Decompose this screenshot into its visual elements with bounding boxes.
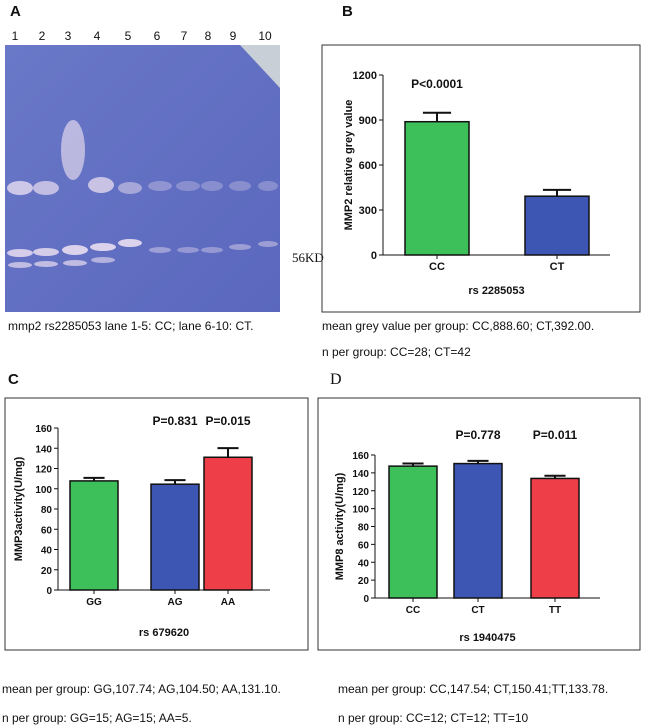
y-tick-label: 40 <box>41 546 53 557</box>
x-tick-label: GG <box>86 597 102 608</box>
y-tick-label: 80 <box>41 505 53 516</box>
lane-label: 1 <box>12 29 19 43</box>
x-axis-label: rs 679620 <box>139 627 189 639</box>
gel-corner <box>240 45 280 88</box>
p-value: P=0.778 <box>455 428 500 442</box>
panel-label: B <box>342 3 353 20</box>
bands <box>7 120 278 268</box>
lane-label: 3 <box>65 29 72 43</box>
y-axis-label: MMP2 relative grey value <box>343 100 355 231</box>
y-tick-label: 300 <box>359 205 377 217</box>
bar <box>69 480 119 591</box>
panel-frame <box>317 397 641 651</box>
bar <box>404 120 470 256</box>
y-tick-label: 60 <box>41 525 53 536</box>
y-tick-label: 60 <box>358 540 370 551</box>
y-axis-label: MMP3activity(U/mg) <box>13 456 25 561</box>
panel-label: D <box>330 371 342 388</box>
y-tick-label: 160 <box>352 451 369 462</box>
lane-label: 5 <box>125 29 132 43</box>
bar <box>388 465 438 599</box>
p-value: P=0.011 <box>533 428 578 442</box>
gel-image <box>5 45 280 312</box>
gel-caption: mmp2 rs2285053 lane 1-5: CC; lane 6-10: … <box>8 319 253 333</box>
error-bar <box>164 479 186 485</box>
y-tick-label: 160 <box>35 424 52 435</box>
y-tick-label: 20 <box>358 576 370 587</box>
lane-label: 6 <box>154 29 161 43</box>
note: mean grey value per group: CC,888.60; CT… <box>322 319 594 333</box>
x-axis-label: rs 1940475 <box>459 632 515 644</box>
note: mean per group: CC,147.54; CT,150.41;TT,… <box>338 682 608 696</box>
y-tick-label: 100 <box>352 505 369 516</box>
error-bar <box>542 188 572 197</box>
p-value: P<0.0001 <box>411 77 463 91</box>
note: n per group: GG=15; AG=15; AA=5. <box>2 711 192 725</box>
lane-label: 4 <box>94 29 101 43</box>
y-tick-label: 600 <box>359 160 377 172</box>
lane-label: 7 <box>181 29 188 43</box>
bar <box>530 477 580 599</box>
error-bar <box>422 111 452 122</box>
y-tick-label: 20 <box>41 566 53 577</box>
error-bar <box>402 462 424 467</box>
x-tick-label: CC <box>406 605 420 616</box>
y-tick-label: 100 <box>35 485 52 496</box>
x-axis-label: rs 2285053 <box>468 285 524 297</box>
y-axis-label: MMP8 activity(U/mg) <box>334 472 346 580</box>
panel-label: A <box>10 3 21 20</box>
x-tick-label: AA <box>221 597 235 608</box>
error-bar <box>467 459 489 464</box>
y-tick-label: 1200 <box>353 70 377 82</box>
note: mean per group: GG,107.74; AG,104.50; AA… <box>2 682 281 696</box>
error-bar <box>544 474 566 479</box>
bar <box>453 462 503 599</box>
note: n per group: CC=12; CT=12; TT=10 <box>338 711 529 725</box>
panel-label: C <box>8 371 19 388</box>
p-value: P=0.015 <box>205 414 250 428</box>
y-tick-label: 120 <box>352 487 369 498</box>
y-tick-label: 0 <box>46 586 52 597</box>
x-tick-label: CT <box>471 605 484 616</box>
gel <box>5 45 280 312</box>
y-tick-label: 0 <box>371 250 377 262</box>
y-tick-label: 80 <box>358 523 370 534</box>
panel-frame <box>321 44 641 313</box>
lane-label: 9 <box>230 29 237 43</box>
error-bar <box>83 476 105 481</box>
y-tick-label: 0 <box>363 594 369 605</box>
x-tick-label: CT <box>550 261 565 273</box>
y-tick-label: 140 <box>35 444 52 455</box>
p-value: P=0.831 <box>152 414 197 428</box>
lane-label: 2 <box>39 29 46 43</box>
bar <box>524 195 590 256</box>
x-tick-label: CC <box>429 261 445 273</box>
lane-label: 10 <box>258 29 272 43</box>
y-tick-label: 40 <box>358 558 370 569</box>
x-tick-label: TT <box>549 605 561 616</box>
marker-label: 56KD <box>292 250 324 265</box>
y-tick-label: 120 <box>35 465 52 476</box>
y-tick-label: 140 <box>352 469 369 480</box>
panel-frame <box>4 397 309 651</box>
error-bar <box>217 447 239 458</box>
x-tick-label: AG <box>168 597 183 608</box>
bar <box>150 483 200 591</box>
y-tick-label: 900 <box>359 115 377 127</box>
bar <box>203 456 253 591</box>
lane-label: 8 <box>205 29 212 43</box>
note: n per group: CC=28; CT=42 <box>322 345 471 359</box>
